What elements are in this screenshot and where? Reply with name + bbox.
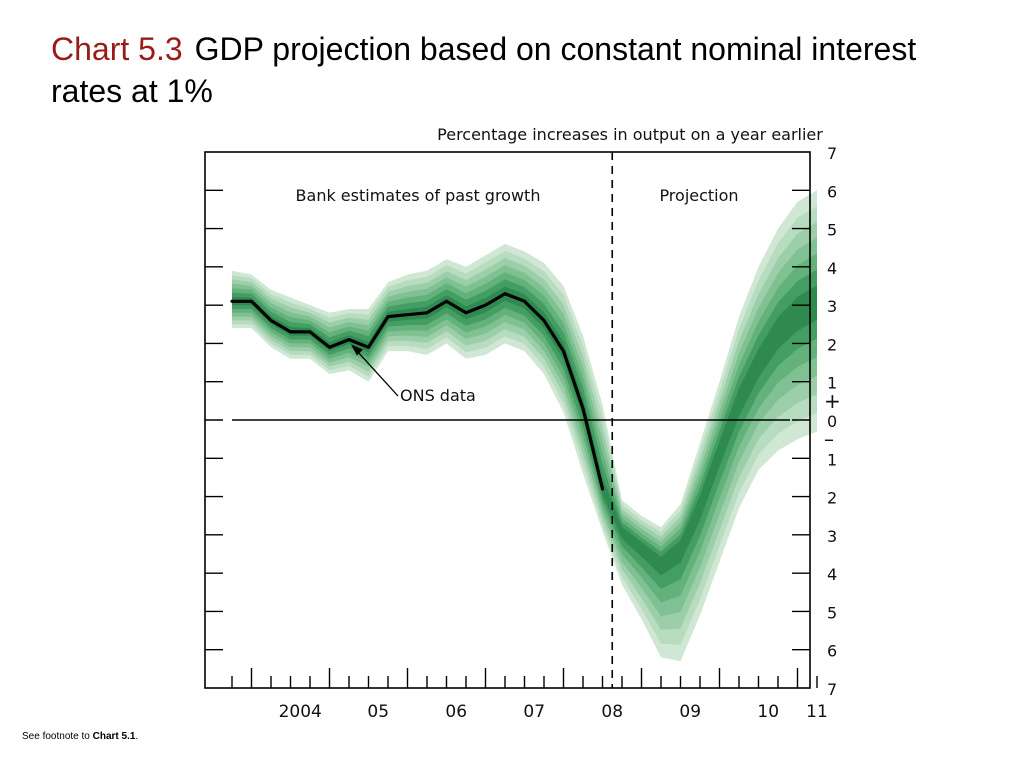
y-tick-label: 0 xyxy=(827,412,837,431)
projection-region-label: Projection xyxy=(659,186,738,205)
x-tick-label: 05 xyxy=(367,702,389,722)
footnote-prefix: See footnote to xyxy=(22,731,93,742)
y-tick-label: 6 xyxy=(827,182,837,201)
ons-data-series xyxy=(230,292,605,491)
y-sign-plus: + xyxy=(824,389,841,413)
y-tick-label: 1 xyxy=(827,374,837,393)
annotation-arrow-line xyxy=(352,346,399,397)
slide-title: Chart 5.3 GDP projection based on constan… xyxy=(51,28,951,112)
chart-text: Percentage increases in output on a year… xyxy=(296,125,824,405)
x-tick-label: 08 xyxy=(601,702,623,722)
chart-number: Chart 5.3 xyxy=(51,31,183,67)
x-tick-label: 06 xyxy=(445,702,467,722)
footnote-chart-ref: Chart 5.1 xyxy=(92,731,136,742)
y-tick-label: 5 xyxy=(827,221,837,240)
y-tick-label: 7 xyxy=(827,144,837,163)
y-tick-label: 6 xyxy=(827,642,837,661)
chart-subtitle: Percentage increases in output on a year… xyxy=(437,125,823,144)
ons-data-line xyxy=(230,292,605,491)
y-tick-label: 2 xyxy=(827,335,837,354)
y-tick-label: 3 xyxy=(827,297,837,316)
x-tick-label: 11 xyxy=(806,702,828,722)
annotation-arrowhead xyxy=(351,344,363,356)
x-tick-label: 09 xyxy=(679,702,701,722)
footnote-suffix: . xyxy=(135,731,139,742)
y-tick-label: 4 xyxy=(827,565,837,584)
y-tick-label: 5 xyxy=(827,603,837,622)
fan-bands xyxy=(232,190,817,662)
past-region-label: Bank estimates of past growth xyxy=(296,186,541,205)
y-tick-label: 3 xyxy=(827,527,837,546)
x-tick-label: 10 xyxy=(757,702,779,722)
y-sign-minus: – xyxy=(824,427,834,451)
y-tick-label: 7 xyxy=(827,680,837,699)
x-tick-label: 07 xyxy=(523,702,545,722)
ons-data-annotation: ONS data xyxy=(400,386,476,405)
chart-title: GDP projection based on constant nominal… xyxy=(51,31,917,109)
y-tick-label: 4 xyxy=(827,259,837,278)
footnote: See footnote to Chart 5.1. xyxy=(22,731,138,742)
x-tick-label: 2004 xyxy=(279,702,322,722)
y-tick-label: 1 xyxy=(827,450,837,469)
y-tick-label: 2 xyxy=(827,489,837,508)
